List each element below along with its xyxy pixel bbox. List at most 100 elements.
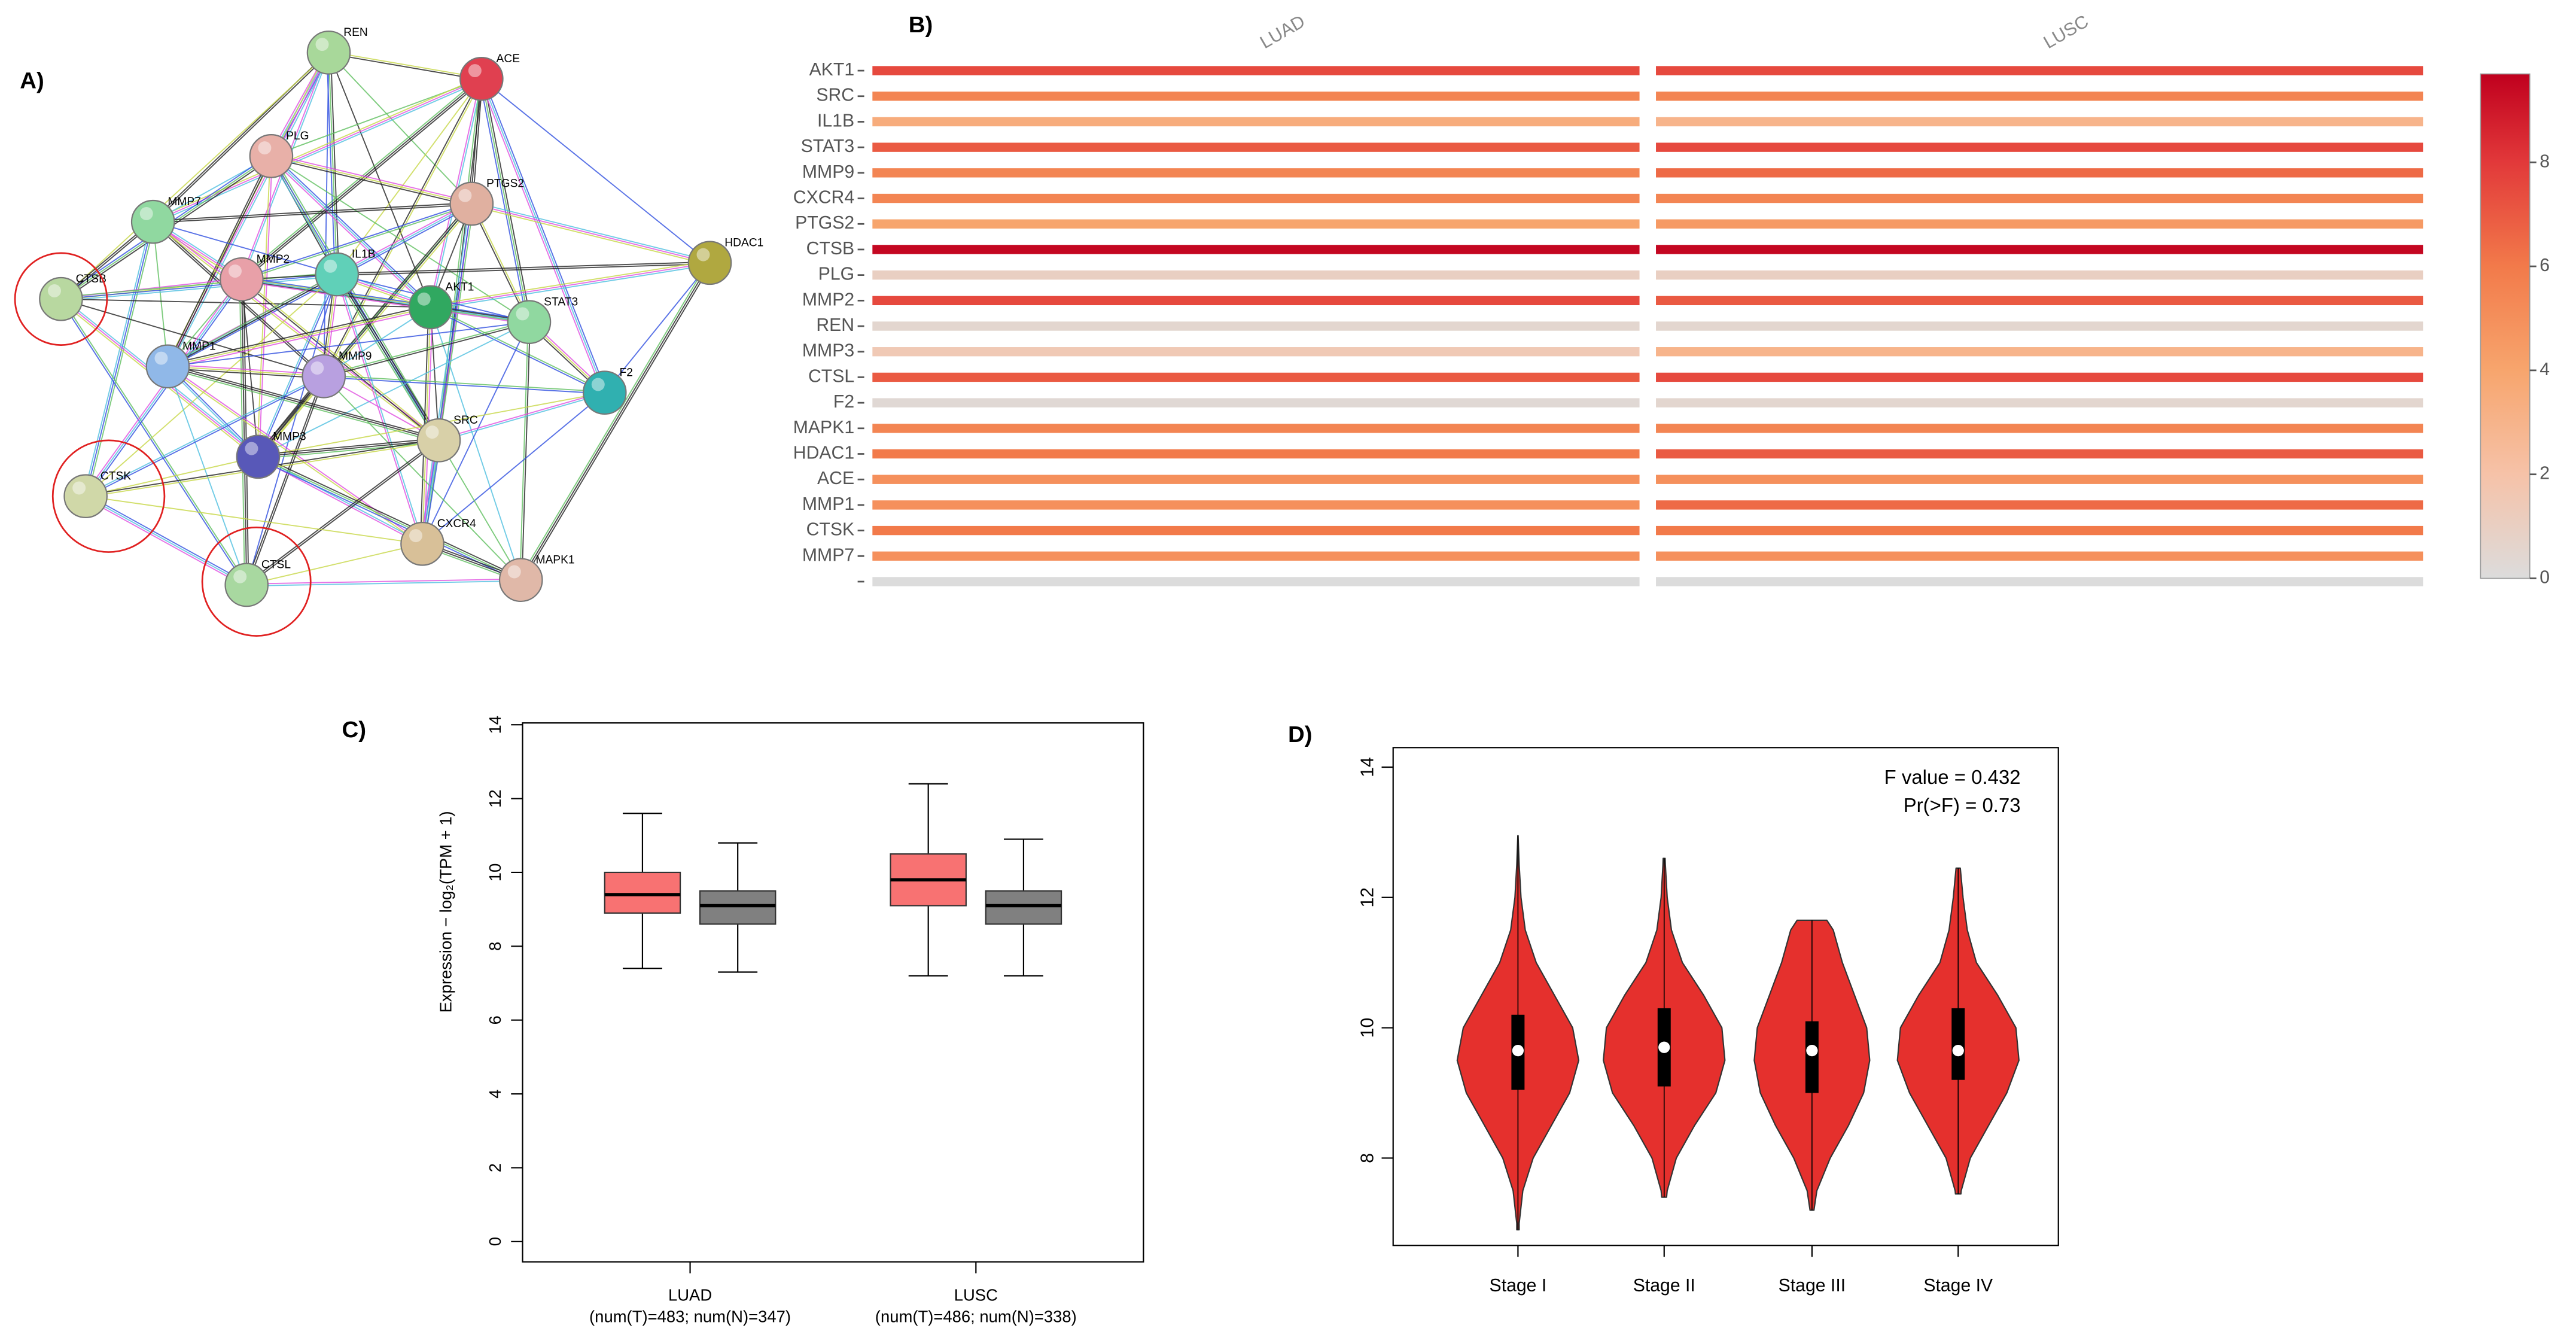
x-tick-label: LUSC <box>954 1286 998 1305</box>
network-edge <box>61 298 248 585</box>
node-highlight <box>425 425 439 439</box>
violin-median <box>1806 1045 1818 1057</box>
y-tick-label: 10 <box>1358 1018 1378 1038</box>
y-tick-label: 12 <box>486 789 504 808</box>
heat-cell <box>872 398 1640 408</box>
heat-cell <box>1656 551 2423 561</box>
violin-iqr <box>1951 1008 1965 1080</box>
network-edge <box>167 305 431 366</box>
network-edge <box>153 202 472 221</box>
network-edge <box>419 203 471 544</box>
node-label: MMP2 <box>257 253 290 266</box>
heat-cell <box>872 449 1640 459</box>
network-node <box>507 300 552 344</box>
y-axis-label: Expression − log₂(TPM + 1) <box>436 811 455 1012</box>
node-label: MAPK1 <box>535 554 574 566</box>
colorbar-tick-label: 0 <box>2540 567 2550 587</box>
network-edge <box>85 221 154 497</box>
node-highlight <box>229 264 242 278</box>
network-edge <box>430 262 710 308</box>
network-edge <box>480 78 605 393</box>
network-edge <box>242 80 483 282</box>
node-highlight <box>72 481 86 495</box>
node-label: AKT1 <box>445 281 474 294</box>
network-node <box>459 57 504 101</box>
network-edge <box>168 364 324 375</box>
network-edge <box>86 376 325 498</box>
network-edge <box>323 320 529 376</box>
network-edge <box>168 306 431 367</box>
network-edge <box>430 260 710 306</box>
network-node <box>39 276 83 321</box>
heat-cell <box>872 296 1640 306</box>
node-label: PTGS2 <box>486 178 524 190</box>
heat-cell <box>1656 500 2423 510</box>
node-highlight <box>409 529 423 543</box>
node-highlight <box>417 292 431 306</box>
heat-cell <box>872 117 1640 127</box>
network-edge <box>241 281 529 325</box>
network-edge <box>519 322 529 580</box>
network-edge <box>245 375 324 585</box>
node-highlight <box>324 259 337 273</box>
y-tick-label: 8 <box>486 942 504 951</box>
network-edge <box>324 376 605 394</box>
node-label: CXCR4 <box>437 518 476 530</box>
node-label: CTSK <box>101 470 131 482</box>
network-edge <box>439 393 605 442</box>
heat-cell <box>1656 92 2423 101</box>
network-edge <box>438 391 605 440</box>
network-edge <box>153 204 472 224</box>
network-edge <box>153 78 482 223</box>
network-edge <box>324 322 530 378</box>
heat-cell <box>872 475 1640 484</box>
network-edge <box>479 79 604 394</box>
network-edge <box>258 274 339 458</box>
network-node <box>63 474 108 519</box>
network-edge <box>239 279 245 585</box>
network-edge <box>483 78 532 322</box>
row-label: AKT1 <box>809 60 855 80</box>
network-edge <box>270 157 471 206</box>
network-edge <box>328 51 482 79</box>
row-label: MMP1 <box>802 494 854 514</box>
network-edge <box>258 456 522 581</box>
network-edge <box>328 53 482 81</box>
network-edge <box>243 279 249 585</box>
row-label: MAPK1 <box>793 418 854 437</box>
network-edge <box>84 375 324 496</box>
network-edge <box>604 262 711 393</box>
heat-cell <box>872 66 1640 75</box>
network-edge <box>168 308 431 369</box>
colorbar-tick-label: 4 <box>2540 360 2550 379</box>
network-edge <box>430 307 522 580</box>
y-tick-label: 0 <box>486 1237 504 1246</box>
heat-cell <box>872 321 1640 331</box>
network-edge <box>479 79 528 323</box>
node-highlight <box>154 351 168 365</box>
node-highlight <box>315 38 329 51</box>
network-edge <box>168 366 324 377</box>
node-highlight <box>233 570 247 583</box>
row-label: REN <box>816 315 854 335</box>
network-edge <box>85 456 258 497</box>
network-node <box>315 252 360 297</box>
node-highlight <box>245 442 258 455</box>
row-label: MMP3 <box>802 341 854 361</box>
row-label: MMP7 <box>802 545 854 565</box>
node-highlight <box>258 141 272 155</box>
network-edge <box>242 204 473 281</box>
network-edge <box>471 201 711 262</box>
heat-cell <box>1656 117 2423 127</box>
row-label: MMP2 <box>802 290 854 309</box>
node-highlight <box>696 248 710 261</box>
row-label: STAT3 <box>801 136 854 156</box>
network-edge <box>431 264 711 310</box>
network-edge <box>257 203 473 457</box>
node-label: PLG <box>286 130 309 142</box>
network-edge <box>152 221 169 367</box>
network-edge <box>167 273 337 366</box>
network-edge <box>152 222 439 442</box>
colorbar-tick-label: 2 <box>2540 464 2550 484</box>
